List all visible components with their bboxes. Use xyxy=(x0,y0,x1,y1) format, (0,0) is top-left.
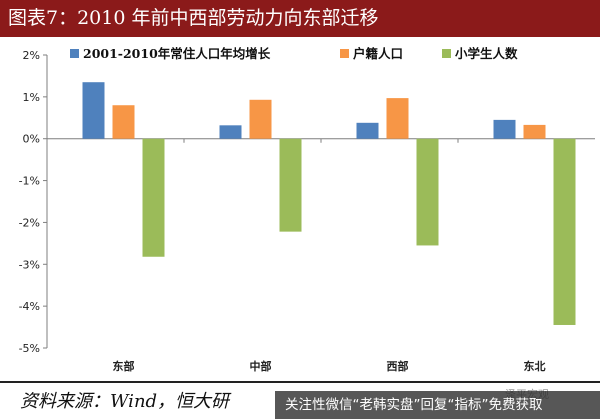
y-tick-label: -5% xyxy=(19,342,40,355)
bar xyxy=(249,99,272,139)
bar xyxy=(493,119,516,139)
x-tick-label: 东北 xyxy=(524,359,546,373)
bar xyxy=(553,138,576,325)
source-note: 资料来源：Wind，恒大研 xyxy=(20,391,230,412)
bar xyxy=(386,98,409,139)
bar xyxy=(279,138,302,232)
legend-label: 2001-2010年常住人口年均增长 xyxy=(83,46,271,61)
bar xyxy=(219,125,242,139)
bottom-divider xyxy=(0,381,600,383)
legend-label: 户籍人口 xyxy=(353,46,403,61)
y-tick-label: 0% xyxy=(23,133,40,146)
legend-swatch xyxy=(70,49,79,58)
bar xyxy=(82,82,105,139)
bar xyxy=(523,124,546,139)
legend-swatch xyxy=(340,49,349,58)
bar xyxy=(142,138,165,257)
x-tick-label: 中部 xyxy=(250,359,272,373)
bar xyxy=(356,122,379,139)
x-tick-label: 西部 xyxy=(387,359,409,373)
bar-chart: 2% 1% 0% -1% -2% -3% -4% -5% 东部 中部 西部 东北 2001-2010年常… xyxy=(19,46,595,373)
y-tick-label: -2% xyxy=(19,216,40,229)
y-tick-label: -4% xyxy=(19,300,40,313)
watermark-banner: 关注性微信“老韩实盘”回复“指标”免费获取 xyxy=(275,391,600,419)
x-tick-label: 东部 xyxy=(113,359,135,373)
legend-label: 小学生人数 xyxy=(454,46,518,61)
y-tick-label: -1% xyxy=(19,175,40,188)
bar xyxy=(416,138,439,246)
legend-swatch xyxy=(442,49,451,58)
y-tick-label: 2% xyxy=(23,49,40,62)
y-tick-label: 1% xyxy=(23,91,40,104)
bar xyxy=(112,105,135,139)
chart-title: 图表7：2010 年前中西部劳动力向东部迁移 xyxy=(0,0,600,37)
y-tick-label: -3% xyxy=(19,258,40,271)
